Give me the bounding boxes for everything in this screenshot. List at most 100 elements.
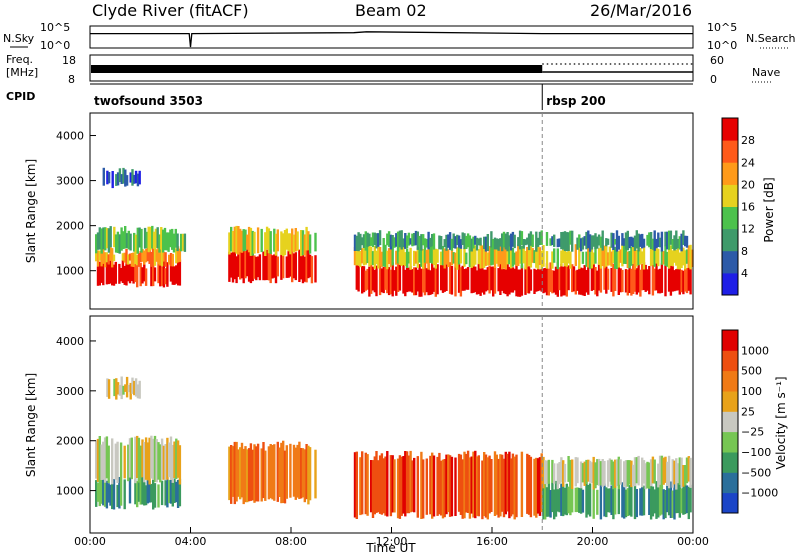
data-cell: [601, 244, 604, 267]
data-cell: [134, 436, 137, 484]
data-cell: [301, 252, 305, 284]
data-cell: [183, 233, 187, 252]
data-cell: [370, 460, 373, 513]
data-cell: [384, 456, 387, 516]
data-cell: [549, 262, 552, 292]
data-cell: [529, 244, 533, 268]
data-cell: [143, 476, 146, 506]
data-cell: [657, 483, 660, 518]
data-cell: [562, 266, 565, 296]
data-cell: [353, 247, 357, 266]
data-cell: [251, 230, 254, 256]
colorbar-swatch: [722, 184, 738, 207]
y-tick-label: 1000: [56, 485, 84, 498]
data-cell: [641, 233, 644, 249]
data-cell: [504, 249, 507, 270]
y-tick-label: 2000: [56, 435, 84, 448]
data-cell: [463, 269, 466, 291]
data-cell: [587, 459, 590, 482]
data-cell: [490, 246, 493, 266]
data-cell: [100, 477, 103, 504]
data-cell: [107, 260, 110, 285]
data-cell: [436, 264, 439, 295]
data-cell: [308, 254, 312, 278]
data-cell: [158, 234, 161, 253]
data-cell: [556, 248, 559, 270]
data-cell: [610, 459, 613, 485]
data-cell: [171, 266, 174, 285]
data-cell: [610, 251, 613, 267]
data-cell: [691, 249, 694, 267]
data-cell: [608, 488, 612, 513]
data-cell: [633, 457, 637, 487]
data-cell: [574, 487, 577, 513]
data-cell: [100, 262, 103, 283]
colorbar-swatch: [722, 350, 738, 372]
data-cell: [285, 228, 288, 250]
data-cell: [520, 231, 524, 245]
data-cell: [635, 249, 638, 267]
data-cell: [612, 263, 615, 297]
power-colorbar-frame: [721, 117, 739, 296]
data-cell: [676, 238, 680, 249]
data-cell: [235, 225, 238, 254]
data-cell: [298, 441, 301, 499]
data-cell: [255, 446, 258, 502]
data-cell: [628, 485, 631, 516]
data-cell: [590, 245, 594, 269]
data-cell: [574, 457, 577, 487]
data-cell: [395, 250, 398, 265]
data-cell: [664, 245, 667, 266]
data-cell: [642, 485, 646, 516]
data-cell: [581, 237, 585, 250]
data-cell: [576, 487, 579, 512]
data-cell: [511, 267, 515, 293]
data-cell: [675, 485, 678, 514]
freq-label-line1: Freq.: [6, 53, 33, 66]
data-cell: [118, 384, 122, 396]
data-cell: [639, 488, 642, 516]
data-cell: [262, 251, 265, 281]
data-cell: [450, 266, 454, 295]
data-cell: [393, 270, 396, 291]
data-cell: [427, 263, 430, 296]
data-cell: [657, 269, 660, 294]
data-cell: [673, 270, 676, 292]
data-cell: [168, 480, 171, 504]
data-cell: [175, 438, 178, 479]
data-cell: [619, 249, 622, 263]
data-cell: [585, 270, 588, 293]
data-cell: [536, 245, 540, 270]
data-cell: [447, 234, 450, 248]
data-cell: [513, 456, 516, 520]
data-cell: [653, 459, 656, 484]
data-cell: [267, 228, 271, 254]
data-cell: [162, 445, 166, 480]
data-cell: [527, 455, 531, 515]
data-cell: [137, 437, 141, 483]
data-cell: [526, 263, 529, 294]
data-cell: [472, 236, 475, 249]
data-cell: [171, 444, 174, 483]
data-cell: [165, 232, 168, 251]
data-cell: [660, 455, 664, 488]
data-cell: [282, 250, 285, 279]
data-cell: [515, 251, 518, 267]
data-cell: [163, 227, 167, 251]
data-cell: [590, 235, 594, 250]
data-cell: [143, 260, 146, 282]
data-cell: [653, 244, 656, 267]
data-cell: [153, 435, 157, 483]
data-cell: [626, 488, 629, 516]
data-cell: [178, 478, 182, 507]
velocity-data-layer: [95, 376, 692, 520]
data-cell: [459, 267, 463, 297]
colorbar-swatch: [722, 370, 738, 392]
data-cell: [651, 264, 655, 296]
y-tick-label: 1000: [56, 265, 84, 278]
data-cell: [518, 249, 522, 264]
data-cell: [666, 231, 669, 250]
y-tick-label: 4000: [56, 335, 84, 348]
data-cell: [587, 247, 590, 268]
